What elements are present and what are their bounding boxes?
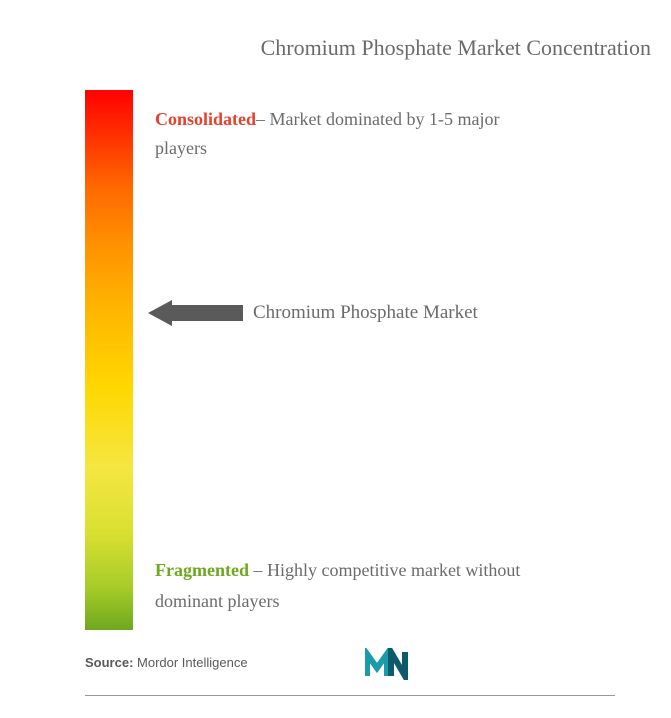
indicator-label: Chromium Phosphate Market xyxy=(253,302,478,324)
concentration-gradient-scale xyxy=(85,90,133,630)
consolidated-description: Consolidated– Market dominated by 1-5 ma… xyxy=(155,105,515,163)
arrow-left-icon xyxy=(148,300,243,326)
divider xyxy=(85,695,615,696)
consolidated-label: Consolidated xyxy=(155,109,256,129)
source-name: Mordor Intelligence xyxy=(137,655,248,670)
page-title: Chromium Phosphate Market Concentration xyxy=(261,35,651,61)
source-prefix: Source: xyxy=(85,655,137,670)
market-indicator: Chromium Phosphate Market xyxy=(148,300,478,326)
mordor-logo-icon xyxy=(365,648,417,685)
source-attribution: Source: Mordor Intelligence xyxy=(85,655,248,670)
fragmented-description: Fragmented – Highly competitive market w… xyxy=(155,555,535,616)
fragmented-label: Fragmented xyxy=(155,560,249,580)
